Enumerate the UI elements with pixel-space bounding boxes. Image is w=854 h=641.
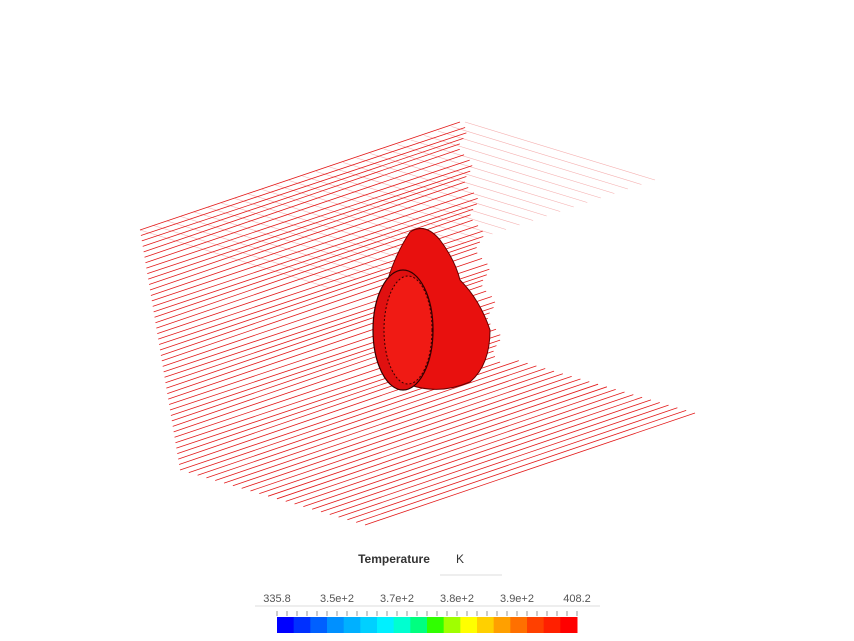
tick-label: 3.8e+2 <box>440 593 474 605</box>
streamline <box>148 176 467 285</box>
streamline <box>152 197 478 307</box>
colorbar-segment <box>310 617 328 633</box>
tick-label: 3.5e+2 <box>320 593 354 605</box>
legend-unit[interactable]: K <box>456 552 464 566</box>
colorbar-segment <box>543 617 561 633</box>
colorbar-segment <box>477 617 495 633</box>
streamline <box>145 154 465 264</box>
colorbar-segment <box>427 617 445 633</box>
streamline <box>221 202 412 262</box>
streamline <box>166 220 358 280</box>
streamline <box>424 135 615 194</box>
streamline <box>207 207 398 266</box>
streamline <box>206 365 537 479</box>
streamline <box>276 386 608 500</box>
streamline <box>215 368 546 481</box>
tick-label: 3.7e+2 <box>380 593 414 605</box>
streamline <box>142 137 464 247</box>
streamline <box>347 407 678 521</box>
streamline <box>180 216 371 275</box>
tick-label: 3.9e+2 <box>500 593 534 605</box>
streamline <box>139 121 461 231</box>
streamline <box>267 383 599 497</box>
streamline <box>464 121 656 181</box>
streamline <box>451 126 642 185</box>
streamline <box>139 229 331 289</box>
ring-inner <box>383 275 433 385</box>
streamline <box>356 410 687 523</box>
streamline <box>329 166 520 226</box>
streamline <box>223 370 555 484</box>
streamline <box>294 391 625 505</box>
streamline <box>285 389 616 502</box>
streamline <box>153 203 478 313</box>
streamline <box>288 180 480 239</box>
streamline <box>303 394 634 508</box>
streamline <box>194 211 385 271</box>
streamline <box>144 148 460 258</box>
streamline <box>312 396 643 510</box>
streamline <box>143 143 460 253</box>
colorbar-segment <box>377 617 395 633</box>
streamline <box>241 375 572 489</box>
streamline <box>302 175 493 235</box>
colorbar-segment <box>510 617 528 633</box>
streamline <box>141 132 467 242</box>
streamline <box>146 159 470 269</box>
streamline <box>150 187 469 296</box>
streamline <box>151 192 475 302</box>
legend-title: Temperature <box>358 552 430 566</box>
colorbar-segment <box>360 617 378 633</box>
colorbar-segment <box>293 617 311 633</box>
streamline <box>437 130 629 190</box>
streamline <box>338 404 669 518</box>
streamline <box>250 378 581 492</box>
colorbar-segment <box>493 617 511 633</box>
streamline <box>149 181 466 291</box>
tick-label: 335.8 <box>263 593 291 605</box>
streamline <box>343 162 534 221</box>
streamline <box>197 362 528 476</box>
colorbar-segment <box>527 617 545 633</box>
streamline <box>148 170 471 280</box>
colorbar-segment <box>443 617 461 633</box>
streamline <box>364 412 696 526</box>
colorbar-segment <box>327 617 345 633</box>
colorbar: 335.8 3.5e+2 3.7e+2 3.8e+2 3.9e+2 408.2 <box>255 593 600 633</box>
colorbar-segment <box>560 617 578 633</box>
streamline <box>259 381 590 494</box>
colorbar-segment <box>393 617 411 633</box>
streamline <box>140 127 466 236</box>
streamline <box>320 399 652 513</box>
streamline <box>383 148 574 208</box>
colorbar-segment <box>460 617 478 633</box>
streamline <box>356 157 547 217</box>
streamline <box>370 153 561 212</box>
tick-label: 408.2 <box>563 593 591 605</box>
streamline <box>154 208 474 318</box>
colorbar-segment <box>343 617 361 633</box>
streamline <box>329 402 660 515</box>
colorbar-segment <box>277 617 295 633</box>
streamline <box>153 225 344 284</box>
streamline <box>315 171 507 230</box>
streamline <box>147 165 473 275</box>
streamline <box>232 373 563 487</box>
colorbar-segment <box>410 617 428 633</box>
streamline <box>234 198 425 257</box>
streamline <box>397 144 588 203</box>
streamline <box>410 139 601 199</box>
